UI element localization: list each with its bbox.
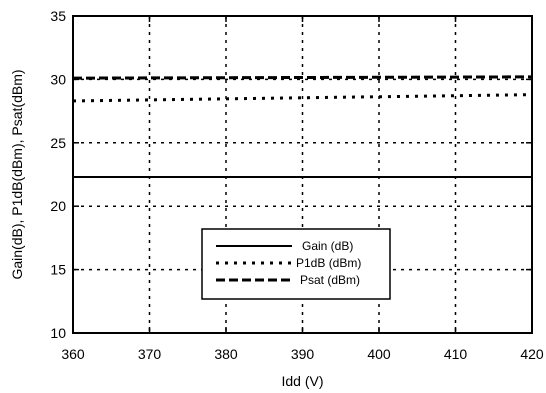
x-tick-label: 380 <box>214 346 238 362</box>
series-group <box>72 75 533 179</box>
y-axis-title: Gain(dB), P1dB(dBm), Psat(dBm) <box>9 69 25 279</box>
x-ticks: 360 370 380 390 400 410 420 <box>61 16 544 362</box>
x-axis-title: Idd (V) <box>281 373 323 389</box>
x-tick-label: 420 <box>520 346 544 362</box>
y-tick-label: 20 <box>50 198 66 214</box>
legend-label-p1db: P1dB (dBm) <box>296 256 361 270</box>
y-ticks: 10 15 20 25 30 35 <box>50 8 532 341</box>
y-tick-label: 15 <box>50 262 66 278</box>
x-tick-label: 370 <box>138 346 162 362</box>
legend-label-gain: Gain (dB) <box>302 239 353 253</box>
y-tick-label: 35 <box>50 8 66 24</box>
y-tick-label: 25 <box>50 135 66 151</box>
legend-box <box>201 228 391 300</box>
legend: Gain (dB) P1dB (dBm) Psat (dBm) <box>201 228 391 300</box>
series-line-2 <box>72 75 533 80</box>
x-tick-label: 410 <box>444 346 468 362</box>
x-tick-label: 360 <box>61 346 85 362</box>
y-tick-label: 10 <box>50 325 66 341</box>
x-tick-label: 400 <box>367 346 391 362</box>
y-tick-label: 30 <box>50 71 66 87</box>
legend-label-psat: Psat (dBm) <box>300 273 360 287</box>
x-tick-label: 390 <box>291 346 315 362</box>
